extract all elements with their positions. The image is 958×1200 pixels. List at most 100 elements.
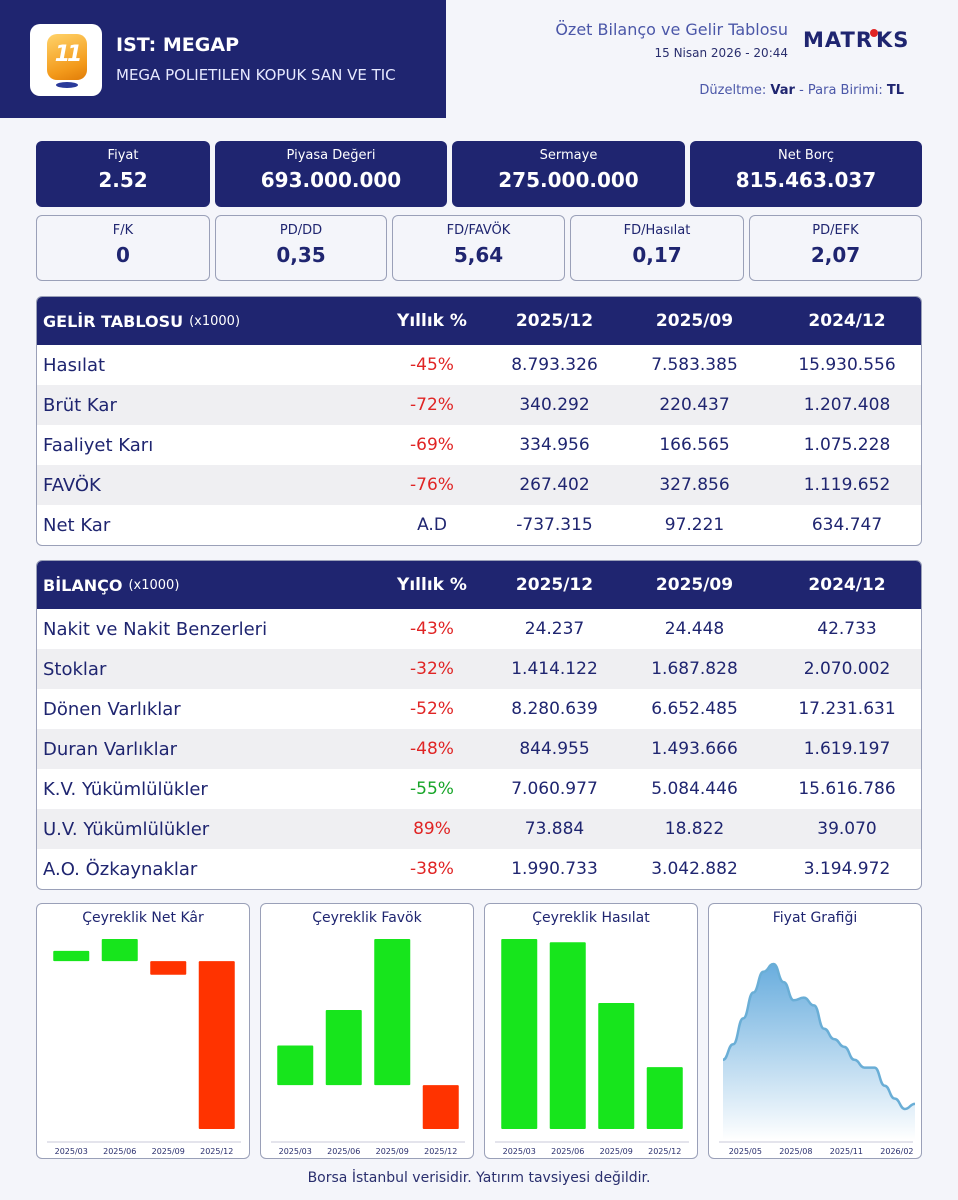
metric-capital: Sermaye 275.000.000 bbox=[452, 141, 685, 207]
value-period-3: 1.119.652 bbox=[803, 475, 891, 495]
ratio-pb: PD/DD 0,35 bbox=[215, 215, 387, 281]
company-logo: 11 bbox=[30, 24, 102, 96]
x-tick-label: 2025/05 bbox=[729, 1147, 762, 1156]
row-label: U.V. Yükümlülükler bbox=[43, 818, 210, 840]
row-label: K.V. Yükümlülükler bbox=[43, 778, 208, 800]
table-row: Net Kar A.D -737.315 97.221 634.747 bbox=[37, 505, 921, 545]
bar-2025/06 bbox=[325, 1009, 362, 1086]
yoy-change: -38% bbox=[410, 859, 454, 879]
value-period-1: 1.990.733 bbox=[511, 859, 598, 879]
x-tick-label: 2025/12 bbox=[424, 1147, 457, 1156]
bar-2025/06 bbox=[549, 942, 586, 1129]
yoy-change: -52% bbox=[410, 699, 454, 719]
yoy-change: -43% bbox=[410, 619, 454, 639]
value-period-2: 24.448 bbox=[664, 619, 725, 639]
row-label: Hasılat bbox=[43, 354, 106, 376]
value-period-3: 15.930.556 bbox=[798, 355, 896, 375]
bar-2025/03 bbox=[501, 939, 538, 1129]
logo-icon: 11 bbox=[47, 34, 87, 80]
yoy-change: -45% bbox=[410, 355, 454, 375]
x-tick-label: 2025/03 bbox=[279, 1147, 312, 1156]
table-row: Faaliyet Karı -69% 334.956 166.565 1.075.228 bbox=[37, 425, 921, 465]
yoy-change: -69% bbox=[410, 435, 454, 455]
company-name: MEGA POLIETILEN KOPUK SAN VE TIC bbox=[116, 66, 396, 84]
chart-price: Fiyat Grafiği 2025/05 2025/08 2025/11 2026/… bbox=[708, 903, 922, 1159]
value-period-2: 6.652.485 bbox=[651, 699, 738, 719]
bar-2025/12 bbox=[198, 961, 235, 1129]
x-tick-label: 2025/08 bbox=[779, 1147, 812, 1156]
value-period-2: 1.687.828 bbox=[651, 659, 738, 679]
income-table-header: GELİR TABLOSU (x1000) Yıllık % 2025/12 20… bbox=[37, 297, 921, 345]
value-period-3: 634.747 bbox=[811, 515, 883, 535]
value-period-1: 267.402 bbox=[519, 475, 590, 495]
row-label: Net Kar bbox=[43, 514, 111, 536]
value-period-2: 18.822 bbox=[664, 819, 725, 839]
chart-ebitda-svg: 2025/03 2025/06 2025/09 2025/12 bbox=[271, 939, 465, 1156]
bar-2025/09 bbox=[598, 1003, 635, 1129]
value-period-2: 7.583.385 bbox=[651, 355, 738, 375]
bar-2025/12 bbox=[646, 1067, 683, 1129]
x-tick-label: 2025/11 bbox=[830, 1147, 863, 1156]
metric-net-debt: Net Borç 815.463.037 bbox=[690, 141, 922, 207]
value-period-1: 8.793.326 bbox=[511, 355, 598, 375]
income-table: GELİR TABLOSU (x1000) Yıllık % 2025/12 20… bbox=[36, 296, 922, 546]
chart-revenue: Çeyreklik Hasılat 2025/03 2025/06 2025/09 2… bbox=[484, 903, 698, 1159]
bar-2025/03 bbox=[53, 950, 90, 962]
x-tick-label: 2025/03 bbox=[55, 1147, 88, 1156]
bar-2025/09 bbox=[374, 939, 411, 1086]
value-period-1: 24.237 bbox=[524, 619, 585, 639]
table-row: Hasılat -45% 8.793.326 7.583.385 15.930.556 bbox=[37, 345, 921, 385]
x-tick-label: 2025/09 bbox=[376, 1147, 409, 1156]
chart-ebitda: Çeyreklik Favök 2025/03 2025/06 2025/09 202… bbox=[260, 903, 474, 1159]
value-period-3: 15.616.786 bbox=[798, 779, 896, 799]
yoy-change: -76% bbox=[410, 475, 454, 495]
value-period-1: 334.956 bbox=[519, 435, 590, 455]
chart-revenue-svg: 2025/03 2025/06 2025/09 2025/12 bbox=[495, 939, 689, 1156]
value-period-3: 1.207.408 bbox=[803, 395, 891, 415]
brand-logo: MATR KS bbox=[803, 28, 910, 52]
value-period-2: 1.493.666 bbox=[651, 739, 738, 759]
row-label: Brüt Kar bbox=[43, 394, 117, 416]
report-date: 15 Nisan 2026 - 20:44 bbox=[654, 46, 789, 60]
x-tick-label: 2026/02 bbox=[880, 1147, 913, 1156]
row-label: Stoklar bbox=[43, 658, 107, 680]
value-period-3: 3.194.972 bbox=[803, 859, 891, 879]
value-period-2: 5.084.446 bbox=[651, 779, 738, 799]
logo-text: 11 bbox=[54, 42, 83, 67]
x-tick-label: 2025/06 bbox=[551, 1147, 584, 1156]
price-line bbox=[722, 962, 916, 1111]
adjustment-info: Düzeltme: Var - Para Birimi: TL bbox=[699, 83, 904, 98]
yoy-change: -32% bbox=[410, 659, 454, 679]
table-row: FAVÖK -76% 267.402 327.856 1.119.652 bbox=[37, 465, 921, 505]
value-period-1: 340.292 bbox=[519, 395, 590, 415]
income-rows: Hasılat -45% 8.793.326 7.583.385 15.930.556 B… bbox=[37, 345, 921, 545]
x-tick-label: 2025/06 bbox=[103, 1147, 136, 1156]
row-label: Faaliyet Karı bbox=[43, 434, 154, 456]
report-title: Özet Bilanço ve Gelir Tablosu bbox=[555, 20, 788, 39]
value-period-3: 39.070 bbox=[817, 819, 877, 839]
row-label: FAVÖK bbox=[43, 474, 101, 496]
chart-net-profit: Çeyreklik Net Kâr 2025/03 2025/06 2025/09 2… bbox=[36, 903, 250, 1159]
bar-2025/12 bbox=[422, 1085, 459, 1129]
x-tick-label: 2025/03 bbox=[503, 1147, 536, 1156]
row-label: A.O. Özkaynaklar bbox=[43, 858, 198, 880]
ticker: IST: MEGAP bbox=[116, 34, 239, 56]
balance-rows: Nakit ve Nakit Benzerleri -43% 24.237 24.44… bbox=[37, 609, 921, 889]
x-tick-label: 2025/09 bbox=[600, 1147, 633, 1156]
chart-price-svg: 2025/05 2025/08 2025/11 2026/02 bbox=[719, 962, 916, 1156]
table-row: Dönen Varlıklar -52% 8.280.639 6.652.485 17.… bbox=[37, 689, 921, 729]
table-row: K.V. Yükümlülükler -55% 7.060.977 5.084.446… bbox=[37, 769, 921, 809]
ratio-pe: F/K 0 bbox=[36, 215, 210, 281]
yoy-change: 89% bbox=[413, 819, 451, 839]
chart-net-profit-svg: 2025/03 2025/06 2025/09 2025/12 bbox=[47, 939, 241, 1156]
yoy-change: A.D bbox=[417, 515, 447, 535]
x-tick-label: 2025/12 bbox=[648, 1147, 681, 1156]
yoy-change: -72% bbox=[410, 395, 454, 415]
bar-2025/03 bbox=[277, 1045, 314, 1086]
value-period-1: 8.280.639 bbox=[511, 699, 598, 719]
value-period-1: 7.060.977 bbox=[511, 779, 598, 799]
row-label: Duran Varlıklar bbox=[43, 738, 178, 760]
ratio-ev-ebitda: FD/FAVÖK 5,64 bbox=[392, 215, 565, 281]
table-row: U.V. Yükümlülükler 89% 73.884 18.822 39.070 bbox=[37, 809, 921, 849]
table-row: Stoklar -32% 1.414.122 1.687.828 2.070.002 bbox=[37, 649, 921, 689]
